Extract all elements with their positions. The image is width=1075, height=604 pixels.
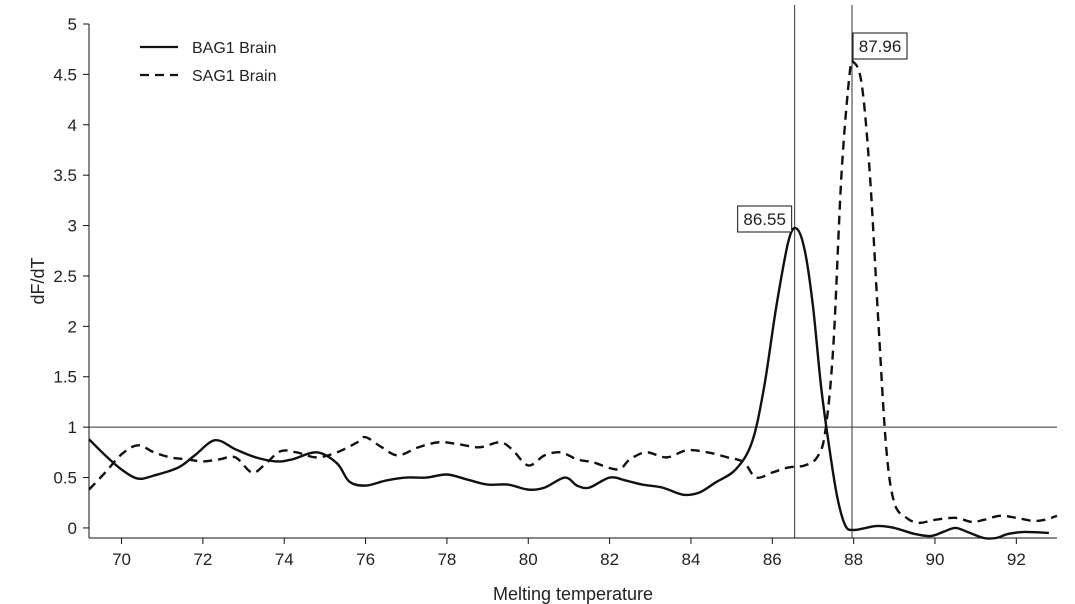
y-tick-label: 4 (68, 116, 77, 135)
x-tick-label: 76 (356, 550, 375, 569)
x-tick-label: 74 (275, 550, 294, 569)
peak-label-box-sag1 (852, 32, 908, 60)
y-axis-ticks: 0 0.5 1 1.5 2 2.5 3 3.5 4 4.5 5 (53, 15, 89, 538)
legend-item-bag1: BAG1 Brain (140, 40, 276, 57)
x-axis-ticks: 70 72 74 76 78 80 82 84 86 88 90 92 (112, 538, 1026, 569)
x-axis-title: Melting temperature (493, 584, 653, 604)
y-tick-label: 2.5 (53, 267, 77, 286)
x-tick-label: 86 (763, 550, 782, 569)
legend: BAG1 Brain SAG1 Brain (140, 40, 276, 85)
y-tick-label: 1.5 (53, 368, 77, 387)
y-tick-label: 0.5 (53, 469, 77, 488)
y-tick-label: 3 (68, 217, 77, 236)
y-tick-label: 0 (68, 519, 77, 538)
y-tick-label: 5 (68, 15, 77, 34)
y-tick-label: 2 (68, 317, 77, 336)
x-tick-label: 80 (519, 550, 538, 569)
x-tick-label: 88 (844, 550, 863, 569)
y-tick-label: 4.5 (53, 65, 77, 84)
legend-label-sag1: SAG1 Brain (192, 68, 276, 85)
peak-annotation-sag1: 87.96 (852, 32, 908, 60)
axes: 70 72 74 76 78 80 82 84 86 88 90 92 0 0.5 1 1.5 2 2.5 3 3.… (53, 15, 1057, 569)
plot-area (88, 5, 1058, 540)
x-tick-label: 72 (193, 550, 212, 569)
peak-label-bag1: 86.55 (743, 210, 786, 229)
legend-item-sag1: SAG1 Brain (140, 68, 276, 85)
peak-label-box-bag1 (737, 205, 793, 233)
x-tick-label: 92 (1007, 550, 1026, 569)
x-tick-label: 84 (681, 550, 700, 569)
legend-label-bag1: BAG1 Brain (192, 40, 276, 57)
y-tick-label: 1 (68, 418, 77, 437)
series-line-sag1 (88, 59, 1058, 525)
x-tick-label: 90 (926, 550, 945, 569)
y-axis-title: dF/dT (28, 257, 48, 304)
peak-annotation-bag1: 86.55 (737, 205, 793, 233)
peak-label-sag1: 87.96 (859, 37, 902, 56)
y-tick-label: 3.5 (53, 166, 77, 185)
x-tick-label: 78 (437, 550, 456, 569)
x-tick-label: 70 (112, 550, 131, 569)
x-tick-label: 82 (600, 550, 619, 569)
series-line-bag1 (88, 226, 1049, 540)
